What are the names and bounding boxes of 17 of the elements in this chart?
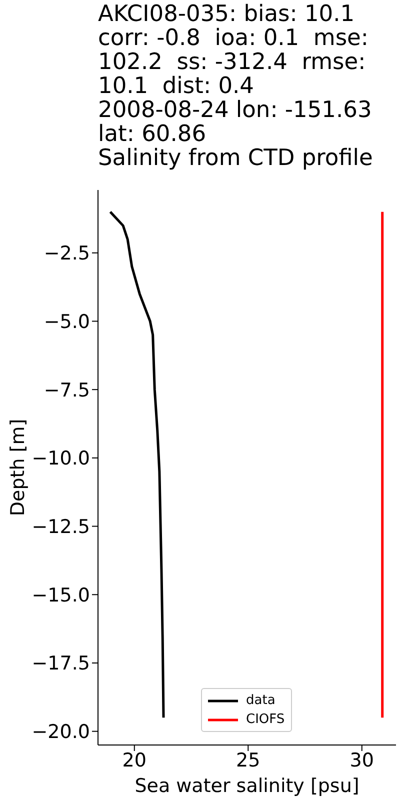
y-axis-title: Depth [m] (7, 418, 29, 516)
legend-label: CIOFS (246, 712, 285, 727)
y-tick-label: −5.0 (44, 310, 90, 333)
legend-label: data (246, 693, 276, 708)
x-tick-label: 20 (122, 749, 146, 772)
line-series (109, 210, 165, 719)
chart-title: AKCI08-035: bias: 10.1 corr: -0.8 ioa: 0.1 mse: 102.2 ss: -312.4 rmse: 10.1 dist: 0.4 2008-08-24 lon: -151.63 lat: 60.86 Salinity from CTD profile (98, 1, 374, 171)
x-tick-label: 25 (236, 749, 260, 772)
y-tick-label: −12.5 (32, 516, 90, 538)
y-tick-label: −20.0 (32, 721, 90, 744)
y-tick-label: −2.5 (44, 242, 90, 265)
y-tick-label: −15.0 (32, 584, 90, 606)
x-tick-label: 30 (350, 749, 374, 772)
y-tick-label: −7.5 (44, 379, 90, 402)
x-axis-title: Sea water salinity [psu] (134, 775, 360, 797)
y-tick-label: −10.0 (32, 448, 90, 470)
y-tick-label: −17.5 (32, 652, 90, 675)
